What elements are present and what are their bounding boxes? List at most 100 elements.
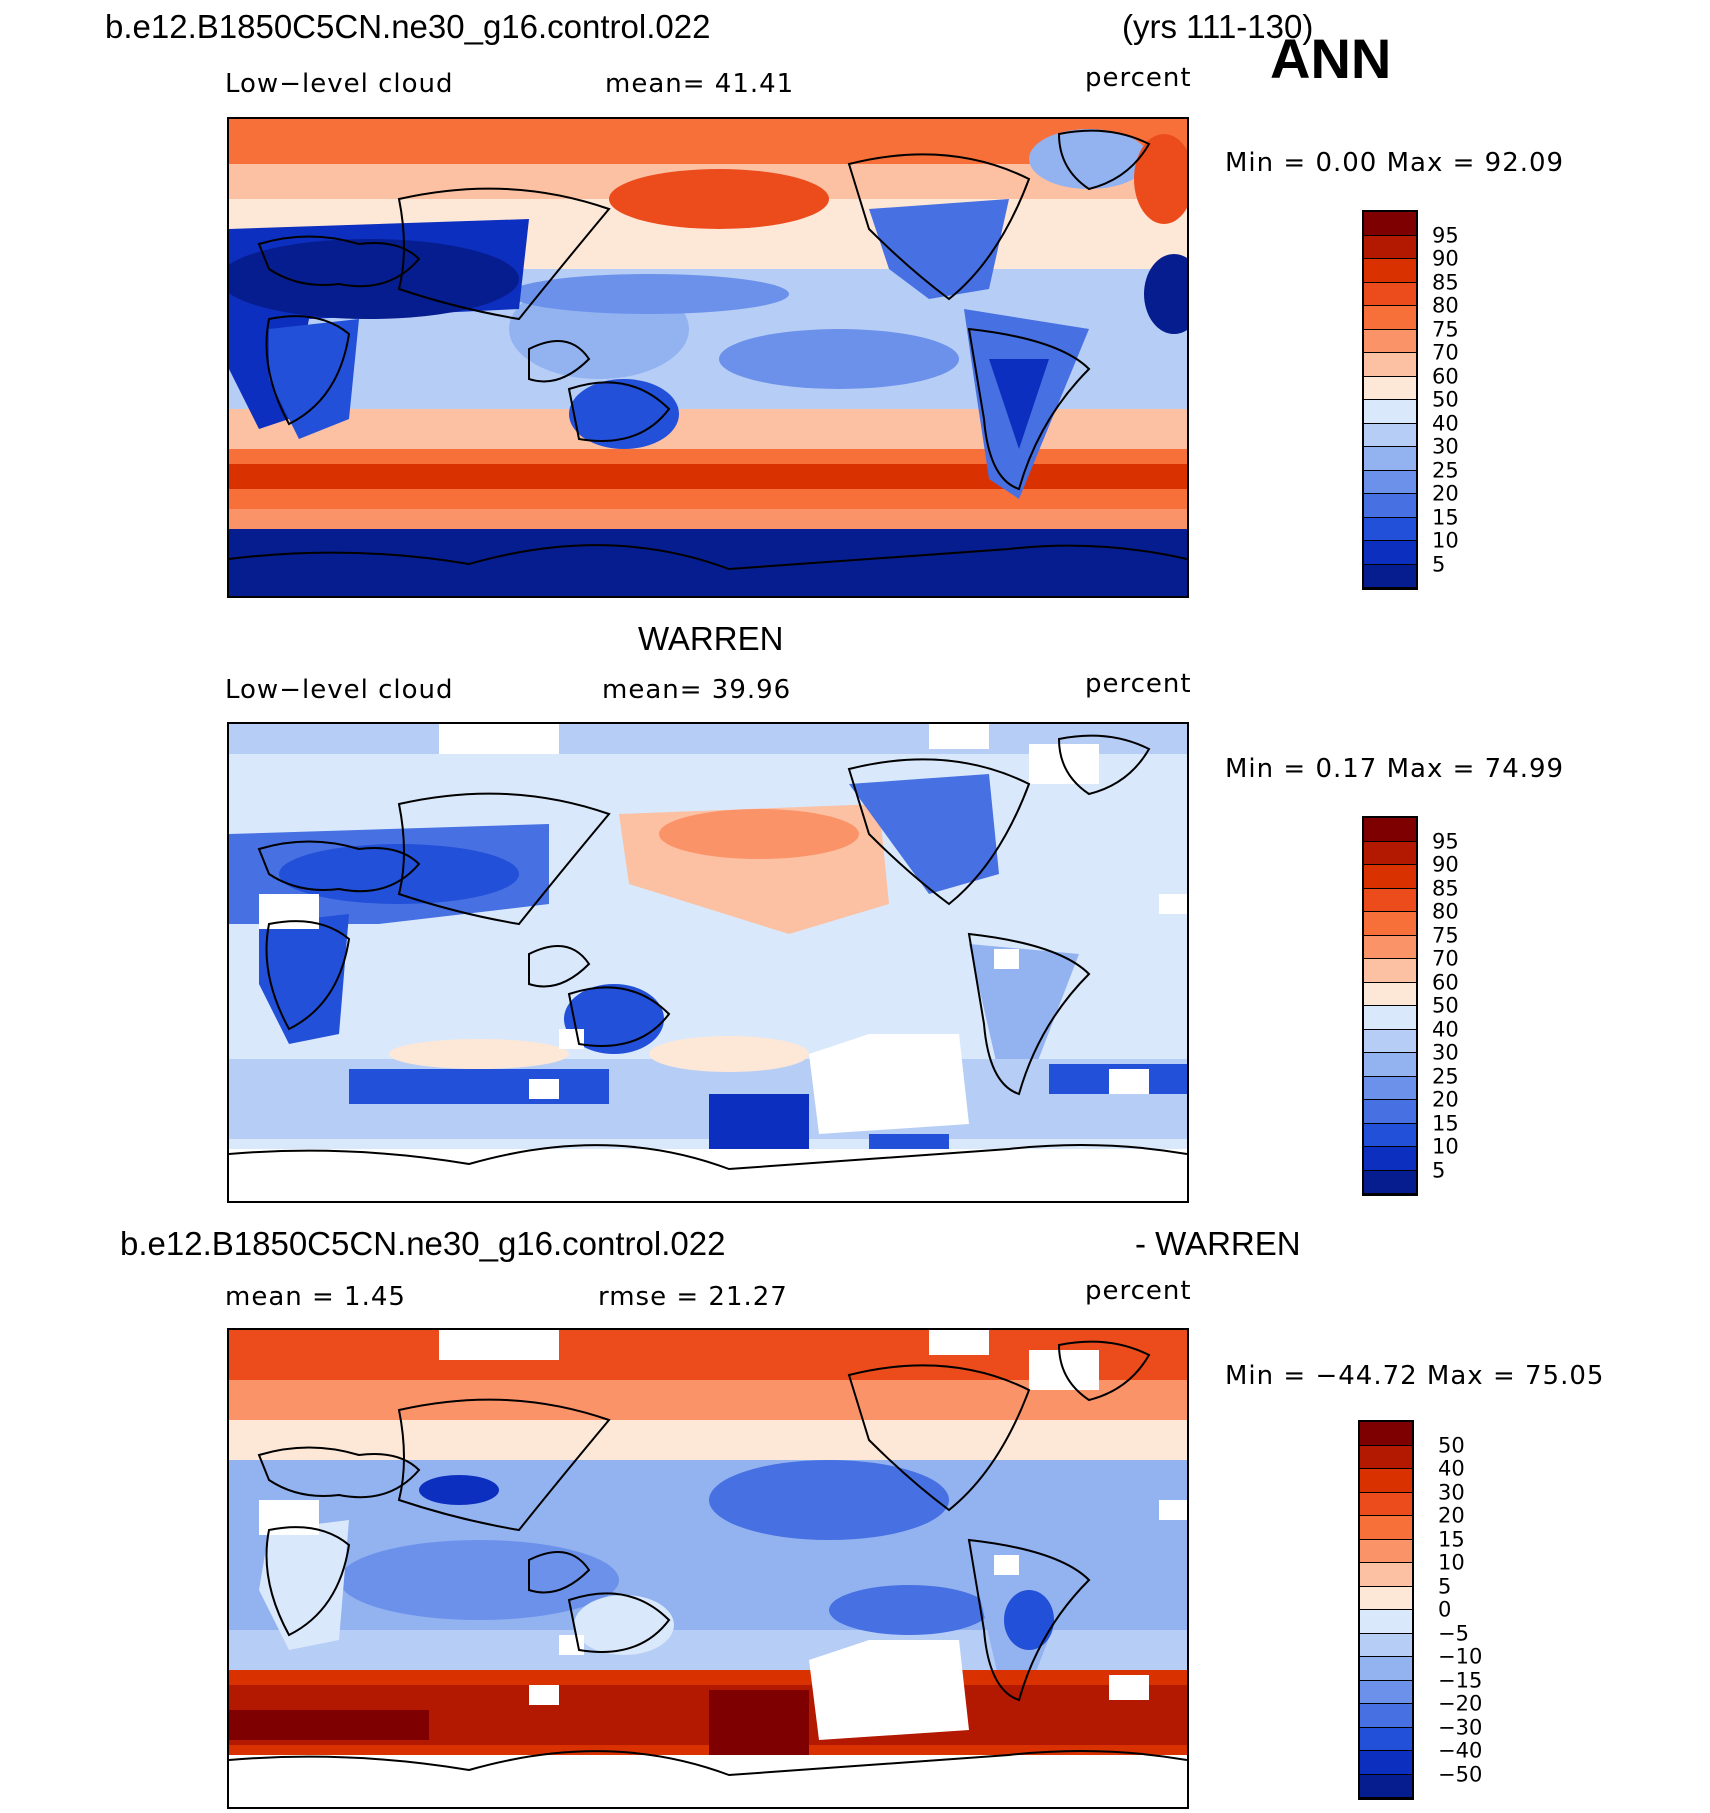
colorbar-tick-label: 85 — [1432, 270, 1459, 294]
colorbar-swatch — [1360, 1516, 1412, 1540]
colorbar-swatch — [1364, 841, 1416, 865]
panel3-minmax: Min = −44.72 Max = 75.05 — [1225, 1361, 1605, 1391]
colorbar-swatch — [1364, 259, 1416, 283]
colorbar-tick-label: −30 — [1438, 1715, 1483, 1739]
colorbar-swatch — [1364, 865, 1416, 889]
warren-map-graphic — [229, 724, 1187, 1201]
colorbar-swatch — [1360, 1774, 1412, 1798]
colorbar-swatch — [1360, 1727, 1412, 1751]
colorbar-swatch — [1364, 1006, 1416, 1030]
colorbar-tick-label: 60 — [1432, 364, 1459, 388]
panel3-mean: mean = 1.45 — [225, 1282, 406, 1312]
colorbar-swatch — [1364, 1076, 1416, 1100]
colorbar-swatch — [1364, 1170, 1416, 1194]
colorbar-swatch — [1364, 400, 1416, 424]
colorbar-tick-label: 95 — [1432, 829, 1459, 853]
colorbar-swatch — [1364, 470, 1416, 494]
colorbar-swatch — [1360, 1751, 1412, 1775]
colorbar-swatch — [1364, 818, 1416, 842]
colorbar-tick-label: 30 — [1432, 1040, 1459, 1065]
colorbar-tick-label: −10 — [1438, 1644, 1483, 1669]
colorbar-swatch — [1364, 329, 1416, 353]
panel1-field: Low−level cloud — [225, 69, 454, 99]
colorbar-swatch — [1360, 1469, 1412, 1493]
colorbar-tick-label: 5 — [1438, 1574, 1452, 1598]
colorbar-tick-label: 50 — [1438, 1433, 1465, 1457]
colorbar-tick-label: 30 — [1432, 434, 1459, 459]
panel2-minmax: Min = 0.17 Max = 74.99 — [1225, 754, 1565, 784]
colorbar-tick-label: 50 — [1432, 387, 1459, 412]
colorbar-tick-label: 25 — [1432, 1064, 1459, 1088]
case-title: b.e12.B1850C5CN.ne30_g16.control.022 — [105, 8, 711, 45]
colorbar-swatch — [1364, 541, 1416, 565]
colorbar-tick-label: 20 — [1432, 1087, 1459, 1112]
panel3-rmse: rmse = 21.27 — [598, 1282, 788, 1312]
colorbar-tick-label: 10 — [1438, 1550, 1465, 1575]
colorbar-swatch — [1364, 564, 1416, 588]
years-label: (yrs 111-130) — [1122, 8, 1314, 45]
colorbar-tick-label: 40 — [1438, 1456, 1465, 1481]
colorbar-tick-label: −20 — [1438, 1691, 1483, 1716]
difference-map — [227, 1328, 1189, 1809]
colorbar-tick-label: 95 — [1432, 223, 1459, 247]
colorbar-tick-label: 25 — [1432, 458, 1459, 482]
colorbar-tick-label: 85 — [1432, 876, 1459, 900]
colorbar-swatch — [1364, 306, 1416, 330]
colorbar-tick-label: 15 — [1432, 505, 1459, 529]
warren-cloud-map — [227, 722, 1189, 1203]
colorbar-swatch — [1364, 1147, 1416, 1171]
colorbar-swatch — [1364, 1100, 1416, 1124]
colorbar-swatch — [1360, 1539, 1412, 1563]
model-cloud-map — [227, 117, 1189, 598]
colorbar-tick-label: 90 — [1432, 852, 1459, 877]
difference-colorbar — [1358, 1420, 1414, 1800]
colorbar-tick-label: 75 — [1432, 317, 1459, 341]
colorbar-tick-label: 70 — [1432, 946, 1459, 971]
colorbar-tick-label: 0 — [1438, 1597, 1452, 1622]
model-map-graphic — [229, 119, 1187, 596]
colorbar-swatch — [1360, 1704, 1412, 1728]
colorbar-tick-label: 5 — [1432, 552, 1446, 576]
colorbar-tick-label: 20 — [1432, 481, 1459, 506]
colorbar-swatch — [1364, 423, 1416, 447]
colorbar-tick-label: 80 — [1432, 899, 1459, 924]
colorbar-tick-label: 40 — [1432, 411, 1459, 435]
colorbar-swatch — [1360, 1586, 1412, 1610]
colorbar-swatch — [1364, 376, 1416, 400]
warren-colorbar — [1362, 816, 1418, 1196]
panel1-minmax: Min = 0.00 Max = 92.09 — [1225, 148, 1565, 178]
model-colorbar — [1362, 210, 1418, 590]
colorbar-tick-label: 30 — [1438, 1480, 1465, 1504]
panel2-units: percent — [1085, 669, 1192, 699]
colorbar-tick-label: 15 — [1432, 1111, 1459, 1135]
colorbar-swatch — [1360, 1492, 1412, 1516]
panel2-title: WARREN — [638, 620, 784, 657]
colorbar-tick-label: −15 — [1438, 1668, 1483, 1692]
colorbar-swatch — [1364, 935, 1416, 959]
season-label: ANN — [1270, 27, 1392, 90]
colorbar-tick-label: 10 — [1432, 1134, 1459, 1159]
colorbar-swatch — [1364, 912, 1416, 936]
colorbar-swatch — [1364, 353, 1416, 377]
difference-map-graphic — [229, 1330, 1187, 1807]
colorbar-swatch — [1364, 1123, 1416, 1147]
panel1-mean: mean= 41.41 — [605, 69, 795, 99]
colorbar-tick-label: 50 — [1432, 993, 1459, 1018]
colorbar-swatch — [1364, 982, 1416, 1006]
panel3-title-left: b.e12.B1850C5CN.ne30_g16.control.022 — [120, 1225, 726, 1262]
colorbar-tick-label: 70 — [1432, 340, 1459, 365]
colorbar-swatch — [1360, 1633, 1412, 1657]
colorbar-swatch — [1364, 517, 1416, 541]
colorbar-tick-label: 90 — [1432, 246, 1459, 271]
colorbar-tick-label: 10 — [1432, 528, 1459, 553]
panel1-units: percent — [1085, 63, 1192, 93]
colorbar-swatch — [1364, 494, 1416, 518]
colorbar-tick-label: −50 — [1438, 1762, 1483, 1786]
panel2-field: Low−level cloud — [225, 675, 454, 705]
panel3-title-right: - WARREN — [1135, 1225, 1301, 1262]
colorbar-swatch — [1360, 1680, 1412, 1704]
colorbar-tick-label: −40 — [1438, 1738, 1483, 1763]
colorbar-tick-label: 15 — [1438, 1527, 1465, 1551]
colorbar-swatch — [1360, 1445, 1412, 1469]
colorbar-swatch — [1360, 1563, 1412, 1587]
